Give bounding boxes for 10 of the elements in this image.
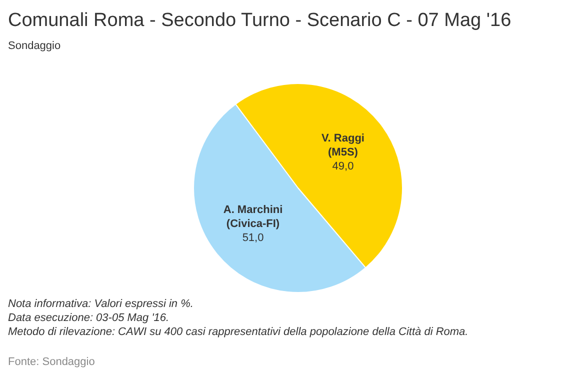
text: Sondaggio bbox=[8, 40, 61, 52]
text: Nota informativa: Valori espressi in %. bbox=[8, 297, 194, 311]
text: Data esecuzione: 03-05 Mag '16. bbox=[8, 311, 170, 325]
slice-label: V. Raggi (M5S) bbox=[321, 132, 364, 158]
text: Metodo di rilevazione: CAWI su 400 casi rappresentativi della popolazione della Città di Roma. bbox=[8, 325, 468, 339]
data-label: 49,0 bbox=[332, 160, 354, 172]
chart-title: Comunali Roma - Secondo Turno - Scenario C - 07 Mag '16 bbox=[8, 10, 512, 32]
slice-label: A. Marchini (Civica-FI) bbox=[223, 204, 283, 230]
data-label: 51,0 bbox=[242, 232, 264, 244]
source-note: Fonte: Sondaggio bbox=[8, 356, 95, 368]
